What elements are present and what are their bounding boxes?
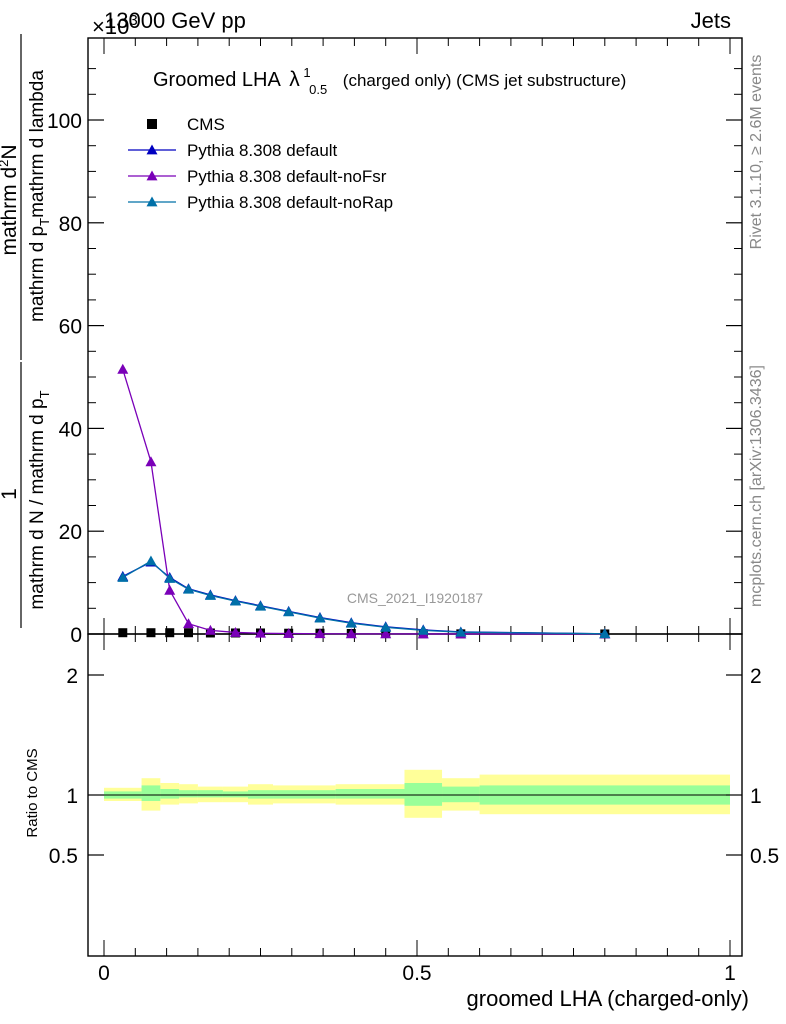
cms-data-point bbox=[165, 628, 175, 638]
main-y-tick-label: 80 bbox=[59, 213, 82, 236]
series-point-3 bbox=[345, 617, 357, 628]
series-point-3 bbox=[204, 589, 216, 600]
ratio-stat-band-4 bbox=[197, 790, 223, 798]
ratio-y-tick-label-right: 1 bbox=[750, 785, 762, 808]
plot-title: Groomed LHA λ 1 0.5 (charged only) (CMS … bbox=[153, 60, 626, 99]
cms-data-point bbox=[146, 628, 156, 638]
ratio-axis-ticks: 0.5 0.5 1 1 2 2 0 0.5 1 bbox=[49, 634, 779, 985]
series-point-2 bbox=[380, 628, 392, 639]
y-label-numerator-right: mathrm d2N bbox=[0, 144, 21, 255]
main-y-tick-label: 0 bbox=[70, 624, 82, 647]
main-y-tick-label: 60 bbox=[59, 316, 82, 339]
cms-data-point bbox=[184, 628, 194, 638]
x-tick-label: 1 bbox=[724, 962, 736, 985]
series-point-2 bbox=[345, 628, 357, 639]
exponent-label: ×103 bbox=[92, 12, 138, 39]
series-point-3 bbox=[255, 600, 266, 611]
ratio-y-tick-label: 0.5 bbox=[49, 845, 78, 868]
legend-marker bbox=[146, 170, 158, 181]
legend: CMS Pythia 8.308 default Pythia 8.308 defa… bbox=[128, 115, 393, 212]
legend-label: Pythia 8.308 default-noRap bbox=[187, 193, 393, 212]
ratio-y-label: Ratio to CMS bbox=[24, 748, 41, 837]
main-y-axis-label: 1 mathrm d N / mathrm d pT mathrm d2N ma… bbox=[0, 34, 52, 628]
ratio-y-tick-label: 2 bbox=[66, 665, 78, 688]
series-point-3 bbox=[164, 572, 176, 583]
series-point-2 bbox=[283, 627, 295, 638]
ratio-y-tick-label: 1 bbox=[66, 785, 78, 808]
series-point-2 bbox=[314, 628, 326, 639]
x-tick-label: 0 bbox=[98, 962, 110, 985]
y-label-denominator-right: mathrm d pTmathrm d lambda bbox=[27, 70, 52, 322]
series-point-2 bbox=[183, 618, 195, 629]
legend-label: Pythia 8.308 default-noFsr bbox=[187, 167, 387, 186]
ratio-y-tick-label-right: 0.5 bbox=[750, 845, 779, 868]
cms-data-point bbox=[118, 628, 128, 638]
y-label-denominator-left: mathrm d N / mathrm d pT bbox=[27, 390, 52, 609]
energy-label: 13000 GeV pp bbox=[104, 8, 246, 33]
series-point-3 bbox=[229, 595, 241, 606]
watermark: CMS_2021_I1920187 bbox=[347, 590, 483, 606]
ratio-stat-band-5 bbox=[222, 791, 248, 798]
ratio-stat-band-7 bbox=[273, 790, 336, 799]
legend-marker bbox=[146, 196, 158, 207]
legend-marker-cms bbox=[147, 119, 157, 129]
x-tick-label: 0.5 bbox=[402, 962, 431, 985]
main-y-tick-label: 100 bbox=[47, 110, 82, 133]
ratio-stat-band-3 bbox=[179, 790, 198, 798]
series-line-2 bbox=[122, 369, 605, 635]
series-point-2 bbox=[229, 626, 241, 637]
process-label: Jets bbox=[691, 8, 731, 33]
series-point-2 bbox=[117, 363, 129, 374]
ratio-stat-band-2 bbox=[160, 789, 180, 799]
series-point-2 bbox=[145, 456, 157, 467]
legend-label: Pythia 8.308 default bbox=[187, 141, 338, 160]
series-point-2 bbox=[164, 584, 176, 595]
ratio-stat-band-10 bbox=[442, 786, 480, 803]
series-point-3 bbox=[599, 628, 611, 639]
rivet-label: Rivet 3.1.10, ≥ 2.6M events bbox=[748, 55, 765, 250]
ratio-stat-band-9 bbox=[404, 783, 443, 806]
series-point-3 bbox=[283, 606, 295, 617]
series-point-2 bbox=[204, 624, 216, 635]
legend-marker bbox=[146, 144, 158, 155]
ratio-stat-band-1 bbox=[141, 785, 161, 801]
series-point-3 bbox=[183, 583, 195, 594]
series-point-3 bbox=[145, 555, 157, 566]
ratio-stat-band-6 bbox=[247, 790, 274, 799]
series-point-2 bbox=[255, 627, 266, 638]
ratio-bands bbox=[104, 769, 730, 818]
main-y-tick-label: 40 bbox=[59, 418, 82, 441]
mcplots-label: mcplots.cern.ch [arXiv:1306.3436] bbox=[748, 365, 765, 607]
ratio-stat-band-8 bbox=[335, 789, 405, 799]
series-point-3 bbox=[117, 571, 129, 582]
main-y-tick-label: 20 bbox=[59, 521, 82, 544]
series-point-3 bbox=[455, 626, 467, 637]
main-axis-ticks: 0 20 40 60 80 100 bbox=[47, 38, 742, 647]
series-point-3 bbox=[417, 624, 429, 635]
series-point-3 bbox=[380, 621, 392, 632]
series-point-3 bbox=[314, 612, 326, 623]
y-label-numerator-left: 1 bbox=[0, 488, 21, 500]
ratio-y-tick-label-right: 2 bbox=[750, 665, 762, 688]
legend-label: CMS bbox=[187, 115, 225, 134]
series-layer bbox=[117, 363, 611, 639]
x-axis-label: groomed LHA (charged-only) bbox=[467, 986, 749, 1011]
